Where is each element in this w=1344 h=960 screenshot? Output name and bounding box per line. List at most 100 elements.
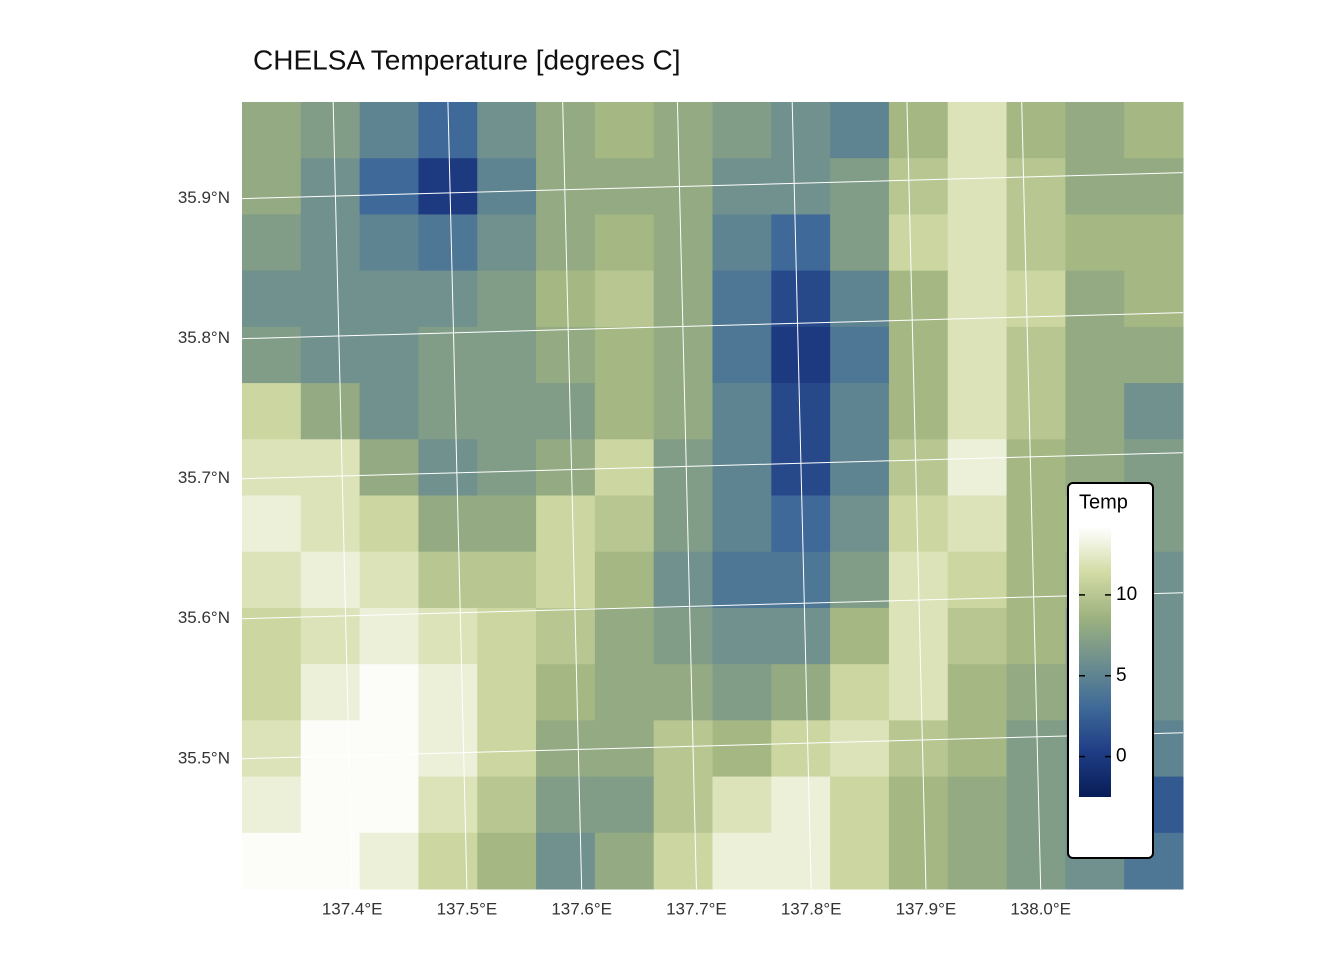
raster-cell bbox=[594, 664, 655, 721]
raster-cell bbox=[947, 664, 1008, 721]
raster-cell bbox=[653, 383, 713, 440]
raster-cell bbox=[1006, 776, 1066, 834]
raster-cell bbox=[418, 326, 478, 384]
raster-cell bbox=[536, 383, 596, 440]
raster-cell bbox=[242, 102, 302, 159]
legend-title: Temp bbox=[1079, 491, 1128, 513]
raster-cell bbox=[536, 270, 596, 328]
grid-line bbox=[562, 102, 583, 889]
raster-cell bbox=[1124, 158, 1184, 215]
raster-cell bbox=[653, 270, 713, 328]
grid-line bbox=[242, 172, 1183, 200]
raster-cell bbox=[712, 102, 772, 159]
raster-cell bbox=[418, 439, 478, 496]
raster-cell bbox=[653, 832, 713, 890]
y-tick-label: 35.7°N bbox=[178, 468, 230, 487]
raster-cell bbox=[947, 832, 1008, 890]
raster-cell bbox=[594, 326, 655, 384]
grid-line bbox=[447, 102, 468, 889]
raster-cell bbox=[771, 270, 831, 328]
raster-cell bbox=[418, 158, 478, 215]
raster-cell bbox=[1006, 270, 1066, 328]
raster-cell bbox=[418, 607, 478, 665]
raster-cell bbox=[536, 551, 596, 609]
raster-cell bbox=[653, 664, 713, 721]
raster-cell bbox=[300, 270, 361, 328]
raster-cell bbox=[888, 270, 949, 328]
raster-cell bbox=[594, 832, 655, 890]
raster-cell bbox=[477, 664, 537, 721]
grid-line bbox=[332, 102, 353, 889]
raster-cell bbox=[653, 607, 713, 665]
raster-cell bbox=[242, 832, 302, 890]
raster-cell bbox=[830, 383, 890, 440]
raster-cell bbox=[830, 495, 890, 553]
raster-cell bbox=[359, 664, 419, 721]
raster-cell bbox=[418, 551, 478, 609]
raster-cell bbox=[712, 720, 772, 778]
raster-cell bbox=[242, 495, 302, 553]
raster-cell bbox=[1006, 720, 1066, 778]
raster-cell bbox=[830, 270, 890, 328]
raster-cell bbox=[300, 776, 361, 834]
x-tick-label: 137.9°E bbox=[896, 899, 957, 918]
raster-cell bbox=[1124, 326, 1184, 384]
raster-cell bbox=[947, 495, 1008, 553]
raster-cell bbox=[947, 551, 1008, 609]
raster-cell bbox=[594, 270, 655, 328]
raster-cell bbox=[359, 383, 419, 440]
raster-cell bbox=[1006, 607, 1066, 665]
raster-cell bbox=[594, 495, 655, 553]
grid-line bbox=[242, 452, 1183, 480]
raster-cell bbox=[477, 439, 537, 496]
raster-cell bbox=[594, 214, 655, 272]
raster-cell bbox=[947, 158, 1008, 215]
raster-cell bbox=[653, 776, 713, 834]
raster-cell bbox=[594, 551, 655, 609]
raster-cell bbox=[830, 776, 890, 834]
raster-cell bbox=[712, 158, 772, 215]
raster-cell bbox=[477, 720, 537, 778]
grid-line bbox=[242, 312, 1183, 340]
raster-cell bbox=[712, 607, 772, 665]
raster-cell bbox=[359, 776, 419, 834]
raster-cell bbox=[418, 664, 478, 721]
raster-cell bbox=[1006, 158, 1066, 215]
x-tick-label: 137.8°E bbox=[781, 899, 842, 918]
raster-cell bbox=[1006, 383, 1066, 440]
raster-cell bbox=[477, 158, 537, 215]
raster-cell bbox=[359, 551, 419, 609]
raster-cell bbox=[1065, 270, 1125, 328]
raster-cell bbox=[1065, 158, 1125, 215]
raster-cell bbox=[1006, 326, 1066, 384]
raster-cell bbox=[359, 832, 419, 890]
raster-cell bbox=[300, 158, 361, 215]
raster-cell bbox=[359, 720, 419, 778]
raster-cell bbox=[888, 383, 949, 440]
raster-cell bbox=[300, 551, 361, 609]
raster-cell bbox=[477, 495, 537, 553]
raster-cell bbox=[888, 664, 949, 721]
raster-cell bbox=[300, 102, 361, 159]
raster-cell bbox=[242, 776, 302, 834]
raster-cell bbox=[300, 214, 361, 272]
raster-cell bbox=[1124, 383, 1184, 440]
raster-cell bbox=[1065, 214, 1125, 272]
raster-cell bbox=[359, 439, 419, 496]
raster-cell bbox=[771, 720, 831, 778]
raster-cell bbox=[830, 832, 890, 890]
raster-cell bbox=[242, 270, 302, 328]
raster-cell bbox=[712, 214, 772, 272]
raster-cell bbox=[830, 158, 890, 215]
raster-cell bbox=[888, 158, 949, 215]
raster-cell bbox=[594, 158, 655, 215]
raster-cell bbox=[830, 439, 890, 496]
raster-cell bbox=[947, 439, 1008, 496]
raster-cell bbox=[830, 326, 890, 384]
raster-cell bbox=[1065, 326, 1125, 384]
raster-cell bbox=[477, 383, 537, 440]
raster-cell bbox=[536, 495, 596, 553]
raster-cell bbox=[418, 270, 478, 328]
grid-line bbox=[676, 102, 697, 889]
